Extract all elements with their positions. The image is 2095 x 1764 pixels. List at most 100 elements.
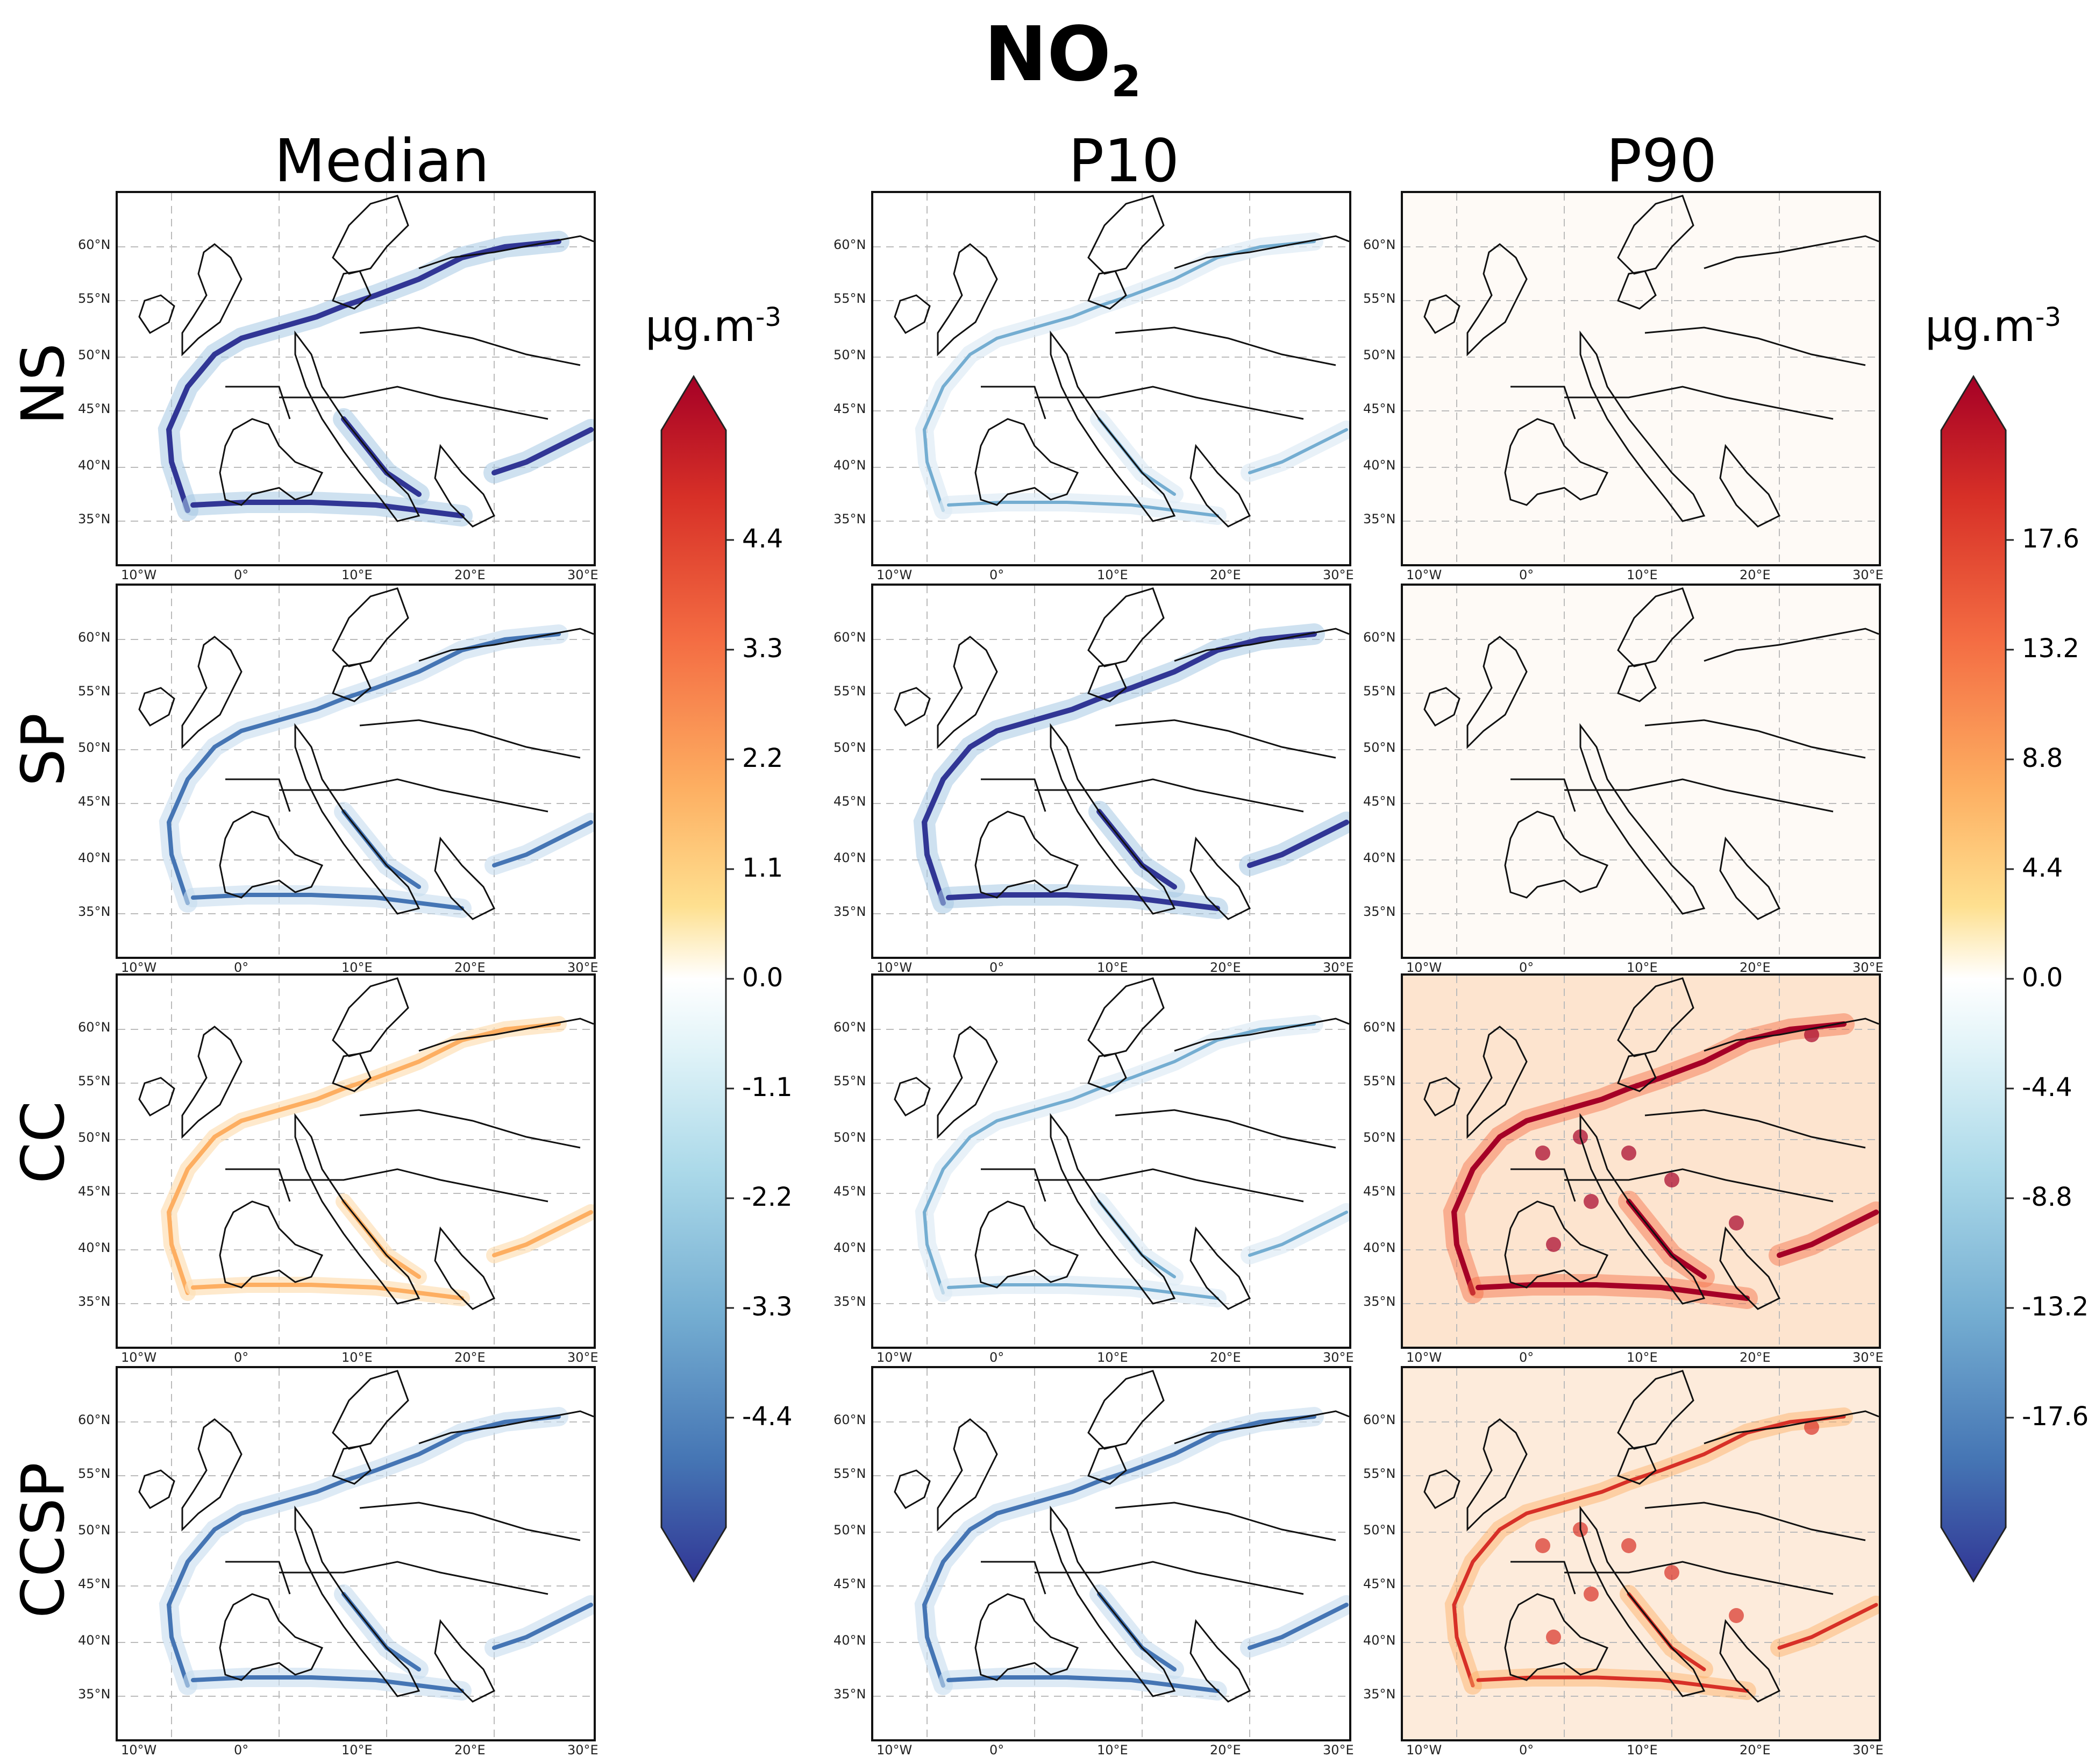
coastline [181,636,243,749]
colorbar-left-unit: µg.m-3 [645,301,781,351]
coastline [279,778,548,813]
coastline [359,719,581,759]
coastline [1617,663,1657,702]
lat-tick-label: 60°N [833,1020,866,1035]
coastline [1719,836,1781,920]
lat-tick-label: 40°N [833,1633,866,1648]
lon-tick-label: 20°E [1740,960,1771,975]
lat-tick-label: 35°N [833,1687,866,1702]
coastline [1510,778,1576,812]
map-canvas [873,193,1349,564]
lat-tick-label: 40°N [1363,850,1396,865]
lon-tick-label: 20°E [1210,960,1241,975]
lat-tick-label: 60°N [1363,1412,1396,1427]
shipping-lane [1247,820,1349,868]
lat-tick-label: 50°N [1363,1130,1396,1145]
lon-tick-label: 10°W [877,1742,913,1758]
figure-title: NO2 [984,11,1141,106]
map-panel-ccsp-median [116,1366,596,1741]
lat-tick-label: 40°N [1363,1633,1396,1648]
lat-tick-label: 60°N [1363,237,1396,252]
coastline [1189,836,1251,920]
coastline [1564,1168,1834,1203]
lon-tick-label: 20°E [454,1350,486,1365]
lat-tick-label: 40°N [78,458,111,473]
coastline [1423,687,1460,727]
lon-tick-label: 0° [234,960,249,975]
lon-tick-label: 10°W [877,1350,913,1365]
shipping-lane [947,1283,1219,1300]
coastline [937,1418,998,1532]
coastline [1579,1113,1706,1305]
coastline [1510,1561,1576,1595]
colorbar-tick-label: 4.4 [2022,853,2063,883]
lon-tick-label: 10°W [121,1742,157,1758]
coastline [1035,1168,1304,1203]
lon-tick-label: 20°E [1210,1742,1241,1758]
lon-tick-label: 10°E [1097,567,1128,582]
lat-tick-label: 55°N [833,1466,866,1481]
coastline [138,1469,175,1509]
coastline [294,723,421,915]
coastline [294,1505,421,1697]
coastline [1719,1226,1781,1310]
map-panel-sp-p90 [1401,584,1881,959]
shipping-lane [947,501,1219,517]
lat-tick-label: 45°N [833,1576,866,1591]
urban-hotspot [1664,1565,1679,1580]
map-canvas [873,1368,1349,1739]
shipping-lane [191,1675,464,1693]
lon-tick-label: 0° [989,960,1004,975]
lon-tick-label: 30°E [1323,1742,1354,1758]
coastline [1579,723,1706,915]
coastline [974,1200,1079,1289]
lat-tick-label: 45°N [833,794,866,809]
coastline [225,778,291,812]
lat-tick-label: 60°N [833,630,866,645]
coastline [1466,1026,1528,1139]
coastline [1704,1410,1879,1445]
shipping-lane [946,892,1220,911]
coastline [937,1026,998,1139]
lat-tick-label: 60°N [1363,630,1396,645]
coastline [225,1561,291,1595]
coastline [219,810,324,899]
coastline [937,243,998,357]
lon-tick-label: 10°W [1406,1742,1442,1758]
shipping-lane [1476,1282,1750,1301]
lat-tick-label: 45°N [1363,1576,1396,1591]
urban-hotspot [1664,1172,1679,1187]
coastline [1644,1502,1866,1541]
lat-tick-label: 55°N [1363,684,1396,699]
map-canvas [873,586,1349,957]
shipping-lane [1451,1021,1847,1296]
coastline [1115,1109,1336,1149]
colorbar-tick-label: -3.3 [742,1292,793,1322]
coastline [418,235,594,269]
coastline [332,663,372,702]
lat-tick-label: 50°N [833,740,866,755]
row-heading-ccsp: CCSP [9,1462,77,1618]
colorbar-tick-label: 0.0 [2022,963,2063,993]
lon-tick-label: 10°W [877,567,913,582]
coastline [1644,326,1866,366]
coastline [359,326,581,366]
shipping-lane [922,1414,1316,1688]
coastline [1189,1226,1251,1310]
map-canvas [118,1368,594,1739]
coastline [981,778,1046,812]
coastline [1617,1052,1657,1092]
coastline [981,1561,1046,1595]
coastline [1579,1505,1706,1697]
column-heading-p90: P90 [1606,126,1718,195]
coastline [981,386,1046,419]
coastline [1050,1113,1176,1305]
coastline [1423,1469,1460,1509]
shipping-lane [190,500,465,518]
shipping-lane [166,1414,561,1688]
colorbar-tick-label: 3.3 [742,634,783,664]
urban-hotspot [1729,1608,1744,1623]
coastline [1466,243,1528,357]
lon-tick-label: 30°E [1852,1350,1884,1365]
lon-tick-label: 30°E [1323,960,1354,975]
